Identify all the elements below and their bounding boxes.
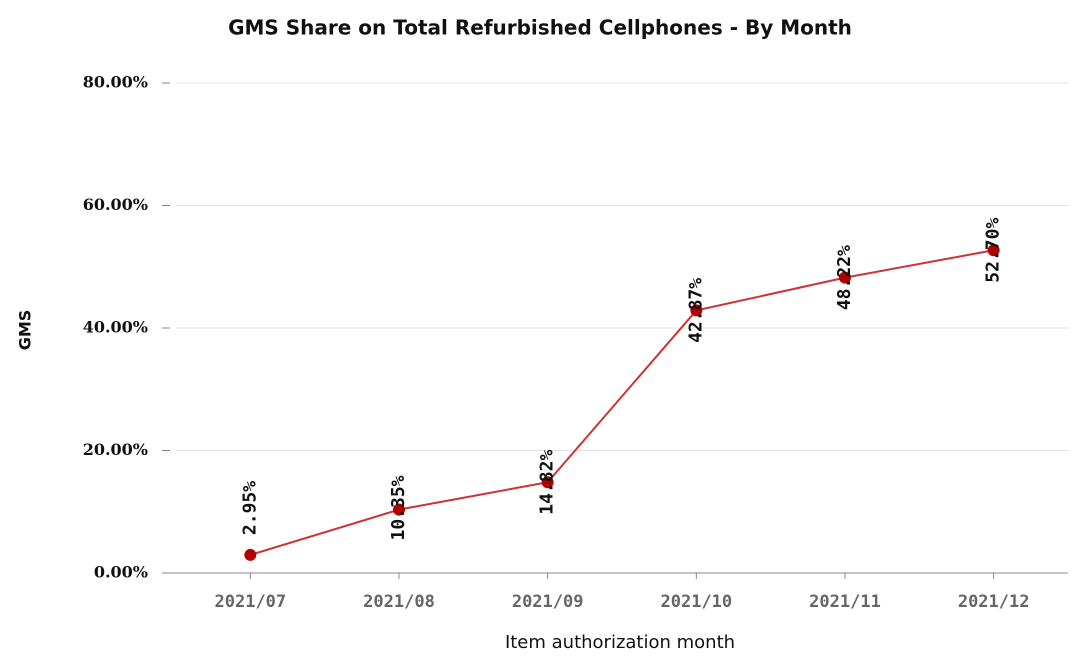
x-tick-label: 2021/07 [215,592,287,612]
value-label: 52.70% [983,218,1004,283]
marker [393,503,405,516]
x-tick-label: 2021/11 [809,592,881,612]
y-tick-label: 40.00% [83,318,148,337]
x-axis-label: Item authorization month [505,632,735,653]
line [250,249,994,556]
marker [244,548,257,561]
y-tick-label: 60.00% [83,195,148,214]
x-tick-label: 2021/09 [512,592,584,612]
x-tick-label: 2021/12 [958,592,1030,612]
value-label: 10.35% [388,475,409,540]
marker [839,271,851,284]
y-axis-label: GMS [16,310,35,351]
marker [987,244,1000,257]
y-tick-label: 80.00% [83,73,148,92]
y-tick-label: 20.00% [83,440,148,459]
x-tick-label: 2021/08 [363,592,435,612]
chart-title: GMS Share on Total Refurbished Cellphone… [228,16,852,40]
value-label: 14.82% [537,450,558,515]
marker [541,476,554,489]
value-label: 48.22% [834,245,855,310]
marker [690,304,703,317]
value-label: 2.95% [239,481,260,535]
value-label: 42.87% [685,278,706,343]
y-tick-label: 0.00% [94,563,148,582]
x-tick-label: 2021/10 [661,592,733,612]
